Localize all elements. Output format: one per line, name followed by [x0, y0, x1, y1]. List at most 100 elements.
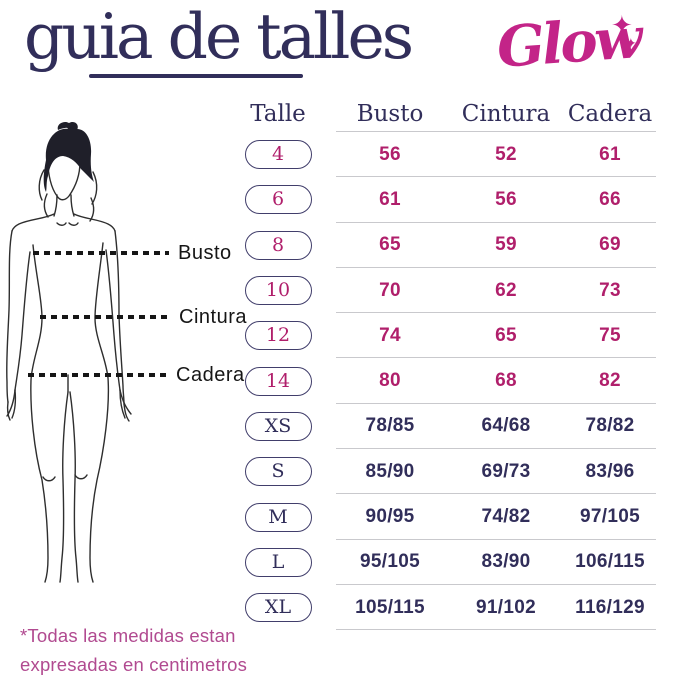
table-row: 10 70 62 73 — [234, 268, 666, 314]
size-pill: 12 — [244, 321, 312, 351]
sparkle-icon: ✦ — [625, 35, 637, 51]
busto-value: 95/105 — [360, 551, 420, 573]
size-pill: 14 — [244, 366, 312, 396]
col-header-cintura: Cintura — [461, 100, 551, 127]
table-row: XS 78/85 64/68 78/82 — [234, 404, 666, 450]
cintura-value: 74/82 — [481, 506, 531, 528]
busto-value: 85/90 — [365, 460, 415, 482]
row-divider — [336, 357, 656, 359]
size-pill-cell: 8 — [234, 230, 322, 260]
col-header-busto: Busto — [356, 100, 424, 127]
dashed-line — [28, 373, 167, 377]
measure-cintura: Cintura — [40, 305, 247, 329]
page-title: guia de talles — [24, 0, 414, 73]
size-pill: XS — [244, 411, 312, 441]
cadera-value: 97/105 — [580, 506, 640, 528]
col-header-cadera: Cadera — [567, 100, 653, 127]
cintura-value: 68 — [495, 370, 517, 392]
size-pill-cell: 6 — [234, 185, 322, 215]
cintura-value: 59 — [495, 234, 517, 256]
row-divider — [336, 583, 656, 585]
title-underline — [89, 74, 303, 78]
cadera-value: 83/96 — [585, 460, 635, 482]
brand-logo: Glow ✦ ✦ — [495, 5, 667, 96]
hair-bun — [57, 121, 78, 130]
table-row: M 90/95 74/82 97/105 — [234, 494, 666, 540]
cadera-value: 78/82 — [585, 415, 635, 437]
size-pill: M — [244, 502, 312, 532]
row-divider — [336, 266, 656, 268]
busto-value: 90/95 — [365, 506, 415, 528]
size-table: Talle Busto Cintura Cadera 4 56 52 61 6 … — [234, 95, 666, 631]
table-row: 4 56 52 61 — [234, 132, 666, 178]
row-divider — [336, 176, 656, 178]
table-row: 6 61 56 66 — [234, 177, 666, 223]
size-pill-cell: XL — [234, 593, 322, 623]
footnote-line-1: *Todas las medidas estan — [20, 625, 236, 646]
size-pill-cell: 4 — [234, 140, 322, 170]
measure-label: Cintura — [179, 305, 247, 328]
size-pill-cell: S — [234, 457, 322, 487]
table-row: L 95/105 83/90 106/115 — [234, 540, 666, 585]
cadera-value: 73 — [599, 279, 621, 301]
size-pill: 6 — [244, 185, 312, 215]
row-divider — [336, 629, 656, 631]
size-pill-cell: XS — [234, 411, 322, 441]
row-divider — [336, 131, 656, 132]
table-row: 12 74 65 75 — [234, 313, 666, 359]
cadera-value: 61 — [599, 143, 621, 165]
row-divider — [336, 312, 656, 314]
size-pill: S — [244, 457, 312, 487]
row-divider — [336, 221, 656, 223]
busto-value: 80 — [379, 370, 401, 392]
measure-label: Cadera — [176, 363, 245, 386]
footnote: *Todas las medidas estan expresadas en c… — [20, 621, 247, 679]
cadera-value: 106/115 — [575, 551, 645, 573]
cadera-value: 69 — [599, 234, 621, 256]
cintura-value: 83/90 — [481, 551, 531, 573]
busto-value: 70 — [379, 279, 401, 301]
table-row: 14 80 68 82 — [234, 358, 666, 404]
cadera-value: 116/129 — [575, 596, 645, 618]
size-pill-cell: L — [234, 547, 322, 577]
footnote-line-2: expresadas en centimetros — [20, 654, 248, 675]
size-pill-cell: 12 — [234, 321, 322, 351]
row-divider — [336, 448, 656, 450]
measure-label: Busto — [178, 241, 232, 264]
cintura-value: 62 — [495, 279, 517, 301]
size-pill: 4 — [244, 140, 312, 170]
hair — [43, 122, 94, 192]
table-row: S 85/90 69/73 83/96 — [234, 449, 666, 495]
cadera-value: 66 — [599, 188, 621, 210]
body-silhouette-illustration — [6, 121, 132, 583]
busto-value: 61 — [379, 188, 401, 210]
size-pill-cell: M — [234, 502, 322, 532]
col-header-talle: Talle — [250, 100, 306, 127]
row-divider — [336, 493, 656, 495]
row-divider — [336, 538, 656, 540]
row-divider — [336, 402, 656, 404]
size-pill-cell: 10 — [234, 276, 322, 306]
cadera-value: 75 — [599, 324, 621, 346]
table-header-row: Talle Busto Cintura Cadera — [234, 95, 666, 132]
dashed-line — [33, 251, 169, 255]
cintura-value: 69/73 — [481, 460, 531, 482]
busto-value: 78/85 — [365, 415, 415, 437]
table-row: XL 105/115 91/102 116/129 — [234, 585, 666, 631]
dashed-line — [40, 315, 170, 319]
cadera-value: 82 — [599, 370, 621, 392]
size-pill: L — [244, 547, 312, 577]
size-pill-cell: 14 — [234, 366, 322, 396]
cintura-value: 56 — [495, 188, 517, 210]
busto-value: 56 — [379, 143, 401, 165]
size-pill: 8 — [244, 230, 312, 260]
busto-value: 74 — [379, 324, 401, 346]
sparkle-icon: ✦ — [611, 10, 633, 40]
cintura-value: 65 — [495, 324, 517, 346]
cintura-value: 64/68 — [481, 415, 531, 437]
table-row: 8 65 59 69 — [234, 223, 666, 268]
measure-busto: Busto — [33, 241, 232, 265]
cintura-value: 91/102 — [476, 596, 536, 618]
cintura-value: 52 — [495, 143, 517, 165]
